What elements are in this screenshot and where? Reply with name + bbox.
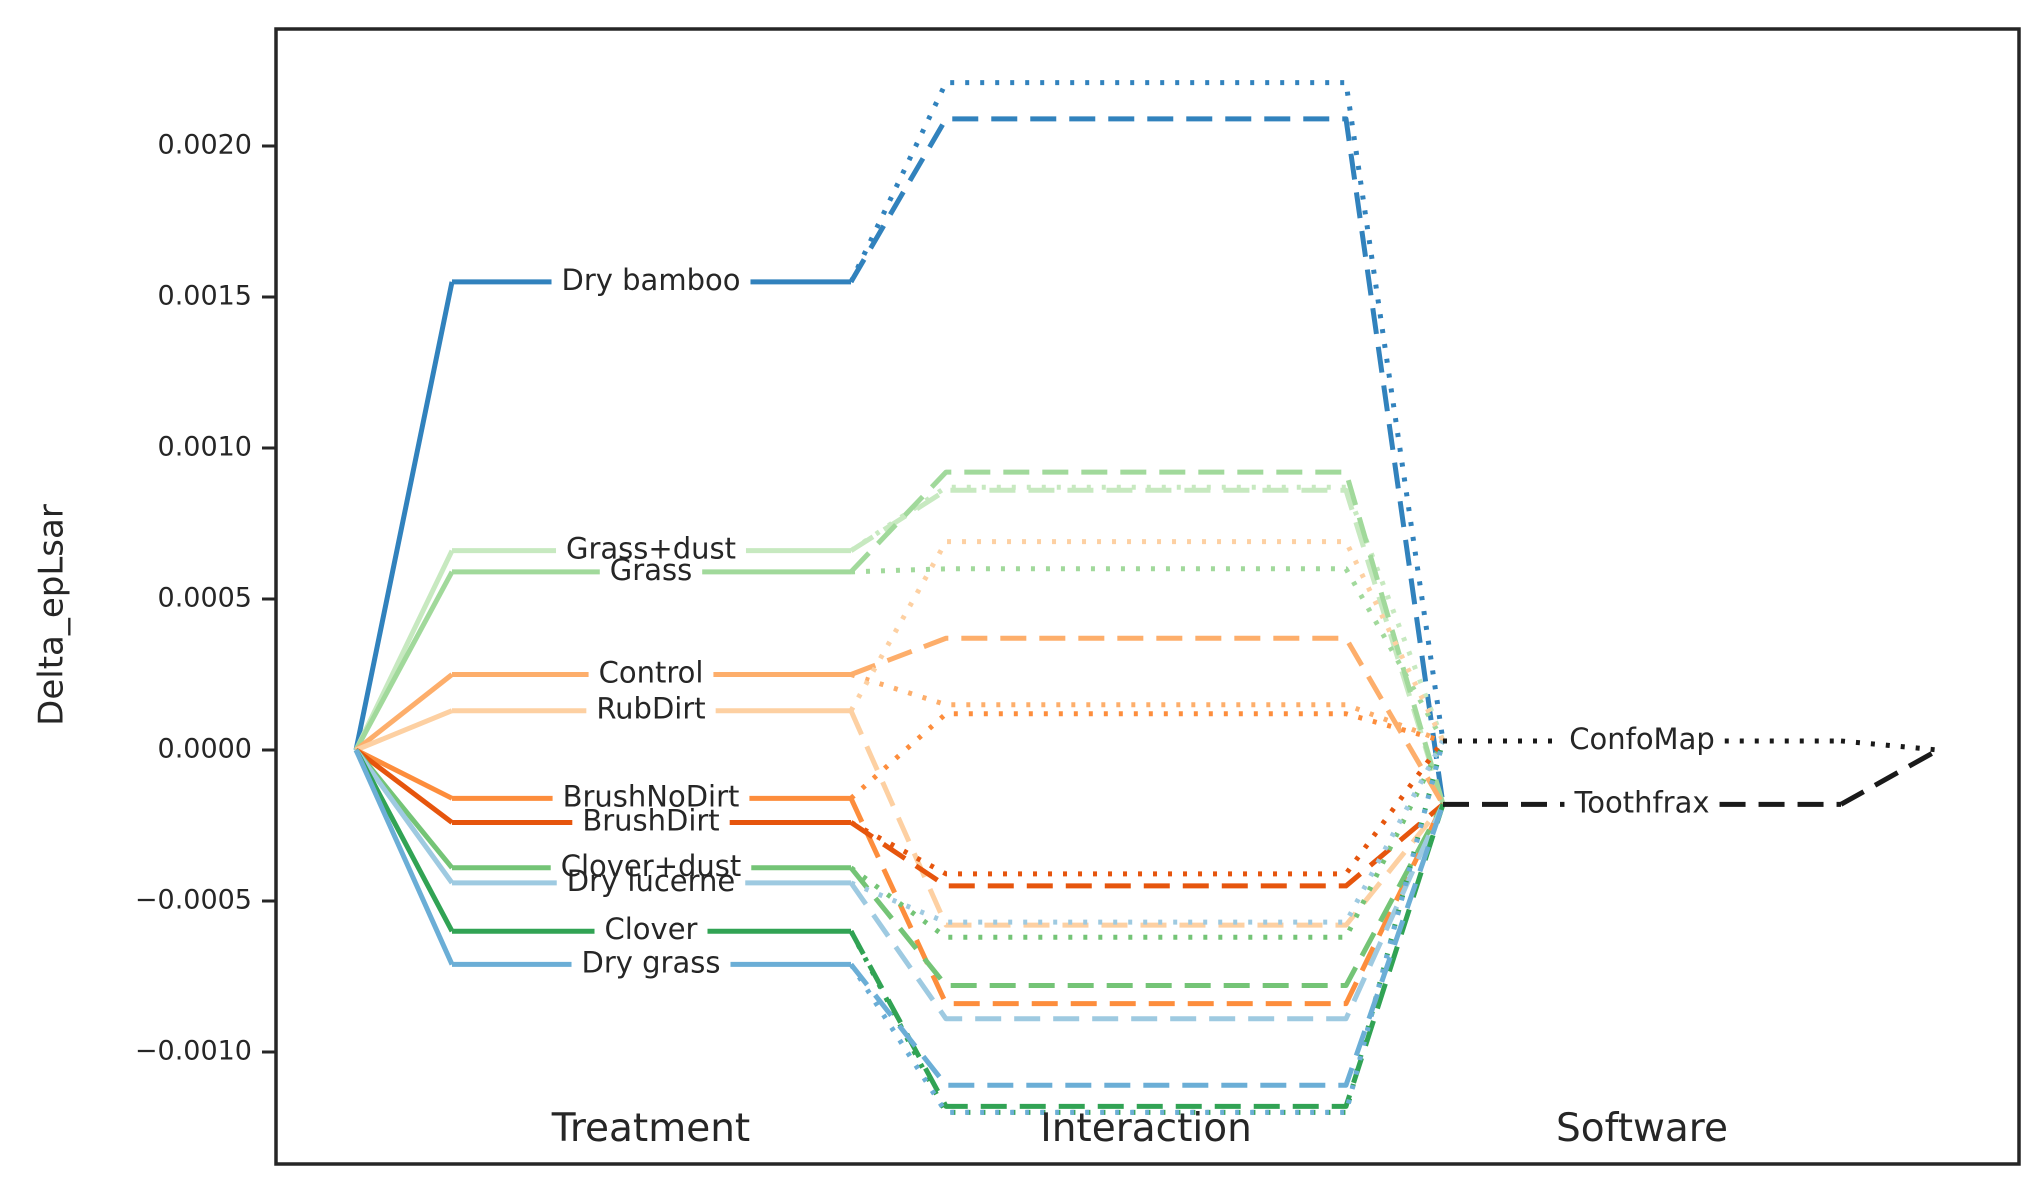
interaction-line: [848, 539, 1446, 743]
interaction-line: [850, 635, 1446, 806]
treatment-label: Dry bamboo: [562, 263, 741, 297]
plot-lines: [353, 80, 1940, 1115]
software-line: [1840, 738, 1939, 753]
interaction-line: [849, 739, 1446, 940]
interaction-line: [849, 803, 1446, 989]
treatment-line: [353, 570, 455, 752]
interaction-line: [848, 709, 1445, 928]
treatment-label: Clover: [605, 912, 698, 946]
y-axis-ticks: −0.0010 −0.0005 0.0000 0.0005 0.0010 0.0015 0.…: [135, 130, 276, 1067]
treatment-label: Grass+dust: [566, 532, 736, 566]
y-tick-label: 0.0020: [158, 130, 252, 161]
plot-frame: [274, 27, 2021, 1166]
group-labels: Treatment Interaction Software: [551, 1106, 1728, 1151]
interaction-line: [850, 739, 1446, 925]
interaction-line: [849, 803, 1446, 1088]
interaction-line: [849, 711, 1444, 801]
treatment-line: [353, 748, 455, 885]
y-tick-label: 0.0000: [158, 734, 252, 765]
treatment-line: [355, 708, 453, 753]
interaction-line: [849, 802, 1445, 889]
interaction-line: [848, 80, 1446, 742]
treatment-label: Dry lucerne: [567, 864, 736, 898]
interaction-line: [849, 469, 1446, 806]
interaction-line: [850, 566, 1446, 743]
software-label: Toothfrax: [1573, 785, 1709, 819]
treatment-label: Clover+dust: [561, 849, 742, 883]
interaction-line: [848, 803, 1446, 1022]
software-label: ConfoMap: [1569, 722, 1715, 756]
treatment-label: BrushNoDirt: [563, 779, 740, 813]
y-tick-label: 0.0005: [158, 583, 252, 614]
treatment-label: BrushDirt: [582, 803, 719, 837]
treatment-line: [354, 748, 454, 825]
interaction-line: [848, 116, 1446, 805]
y-tick-label: −0.0005: [135, 885, 252, 916]
treatment-label: Grass: [610, 553, 692, 587]
interaction-line: [848, 740, 1446, 1115]
y-tick-label: 0.0010: [158, 432, 252, 463]
software-line: [1839, 747, 1940, 807]
interaction-line: [849, 487, 1446, 806]
y-tick-label: −0.0010: [135, 1036, 252, 1067]
treatment-line: [354, 747, 454, 801]
group-label: Software: [1556, 1106, 1728, 1151]
interaction-line: [848, 803, 1446, 1109]
group-label: Interaction: [1040, 1106, 1252, 1151]
treatment-label: Dry grass: [582, 945, 721, 979]
group-label: Treatment: [551, 1106, 750, 1151]
y-axis-label: Delta_epLsar: [32, 504, 72, 726]
y-tick-label: 0.0015: [158, 281, 252, 312]
treatment-line: [353, 748, 455, 966]
treatment-line: [354, 672, 454, 752]
treatment-label: RubDirt: [596, 692, 705, 726]
treatment-line: [353, 281, 455, 751]
treatment-label: Control: [599, 656, 704, 690]
